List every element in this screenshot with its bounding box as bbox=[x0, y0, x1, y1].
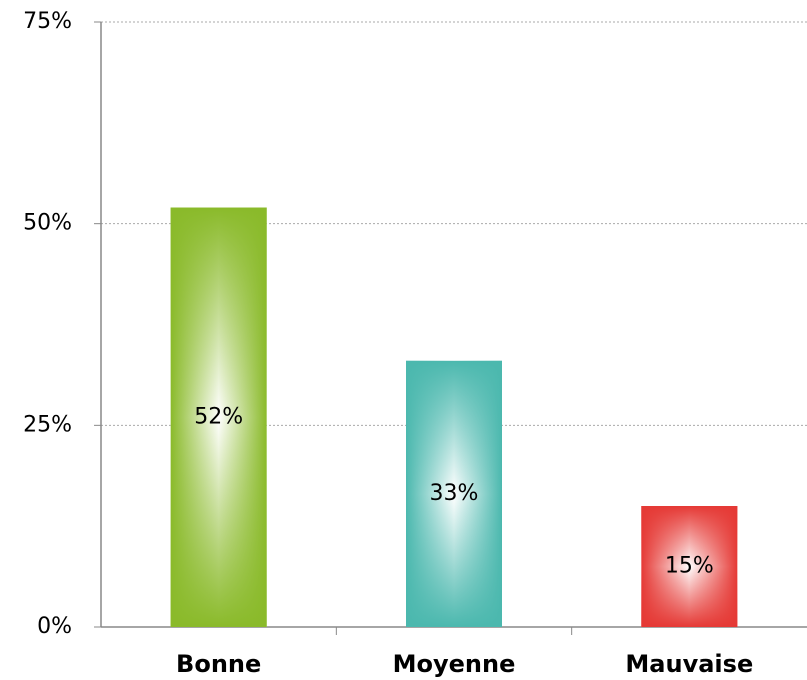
x-tick-label: Bonne bbox=[176, 650, 261, 678]
value-label: 52% bbox=[194, 404, 243, 429]
y-tick-label: 25% bbox=[23, 412, 72, 437]
value-label: 15% bbox=[665, 554, 714, 579]
y-tick-label: 50% bbox=[23, 211, 72, 236]
x-tick-label: Mauvaise bbox=[625, 650, 753, 678]
bar bbox=[641, 506, 738, 627]
y-tick-label: 75% bbox=[23, 9, 72, 34]
y-tick-label: 0% bbox=[37, 614, 72, 639]
x-tick-label: Moyenne bbox=[393, 650, 516, 678]
value-label: 33% bbox=[430, 481, 479, 506]
bar bbox=[170, 207, 267, 628]
bar bbox=[406, 360, 502, 627]
